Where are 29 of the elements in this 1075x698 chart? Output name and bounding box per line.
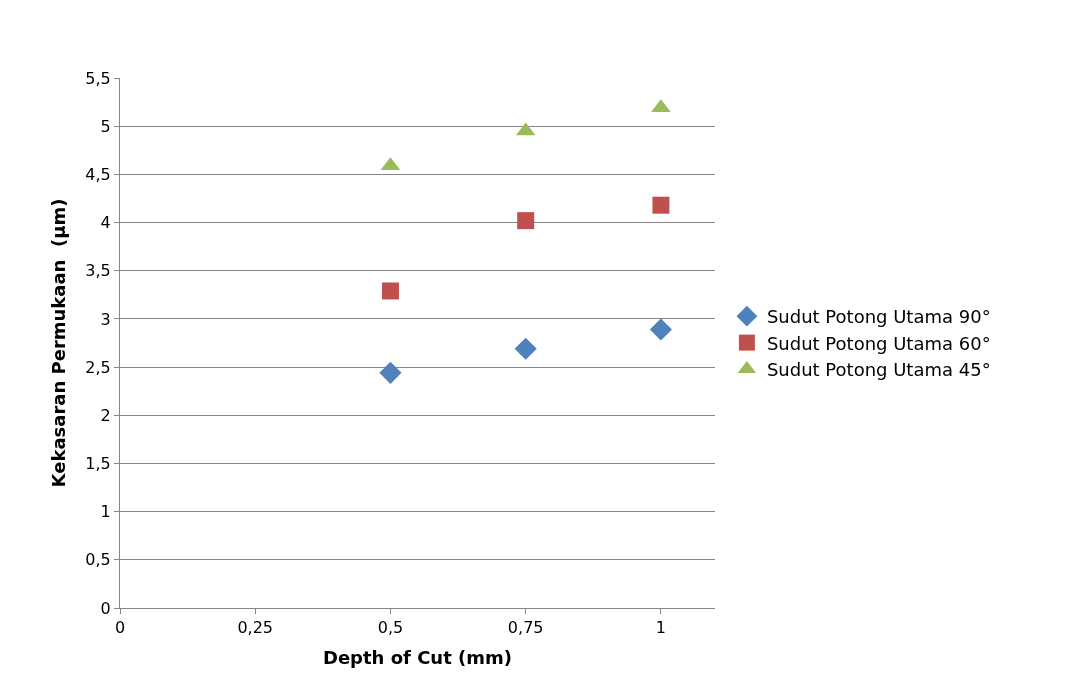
x-tick-label: 1 — [655, 618, 666, 638]
point — [651, 99, 671, 113]
x-tick-label: 0,25 — [237, 618, 274, 638]
y-tick-label: 5 — [100, 116, 111, 136]
point — [649, 318, 672, 341]
y-tick-label: 5,5 — [85, 68, 111, 88]
point — [514, 337, 537, 360]
y-tick-label: 3,5 — [85, 261, 111, 281]
y-axis-title: Kekasaran Permukaan (µm) — [47, 198, 69, 488]
y-tick-label: 4 — [100, 213, 111, 233]
y-tick-label: 2 — [100, 405, 111, 425]
point — [652, 196, 670, 214]
y-tick-label: 1,5 — [85, 454, 111, 474]
legend-label: Sudut Potong Utama 45° — [766, 359, 991, 381]
point — [379, 361, 402, 384]
x-axis-title: Depth of Cut (mm) — [322, 647, 513, 669]
y-tick-label: 4,5 — [85, 164, 111, 184]
legend-label: Sudut Potong Utama 60° — [766, 332, 991, 354]
x-tick-label: 0,75 — [507, 618, 544, 638]
x-tick-label: 0 — [114, 618, 126, 638]
y-tick-label: 0 — [100, 598, 111, 618]
point — [517, 212, 535, 230]
y-tick-label: 0,5 — [85, 550, 111, 570]
point — [381, 282, 399, 300]
y-tick-label: 1 — [100, 502, 111, 522]
y-tick-label: 3 — [100, 309, 111, 329]
x-tick-label: 0,5 — [377, 618, 404, 638]
y-tick-label: 2,5 — [85, 357, 111, 377]
legend-label: Sudut Potong Utama 90° — [766, 306, 991, 328]
